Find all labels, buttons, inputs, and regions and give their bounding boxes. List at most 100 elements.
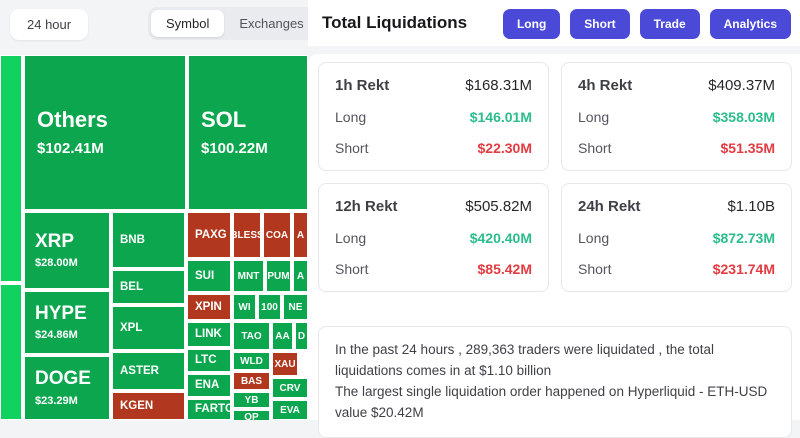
- tab-exchanges[interactable]: Exchanges: [239, 16, 304, 31]
- treemap-cell-pum[interactable]: PUM: [266, 260, 291, 292]
- cell-value: $28.00M: [35, 257, 78, 270]
- treemap-cell-ena[interactable]: ENA: [187, 374, 231, 397]
- treemap-cell-paxg[interactable]: PAXG: [187, 212, 231, 258]
- treemap-cell-edge-top[interactable]: [0, 55, 22, 282]
- cell-value: $102.41M: [37, 140, 104, 158]
- treemap-cell-edge-bottom[interactable]: [0, 284, 22, 420]
- cell-symbol: PUM: [267, 270, 290, 282]
- treemap-cell-sol[interactable]: SOL $100.22M: [188, 55, 308, 210]
- short-value: $51.35M: [720, 140, 775, 156]
- cell-value: $24.86M: [35, 329, 78, 342]
- card-24h-rekt: 24h Rekt $1.10B Long $872.73M Short $231…: [561, 183, 792, 292]
- cell-symbol: A: [296, 270, 305, 282]
- treemap-cell-wld[interactable]: WLD: [233, 352, 270, 370]
- treemap-cell-coa[interactable]: COA: [263, 212, 291, 258]
- treemap-cell-yb[interactable]: YB: [233, 392, 270, 408]
- cell-symbol: XRP: [35, 230, 75, 252]
- treemap-cell-a1[interactable]: A: [293, 212, 308, 258]
- treemap-cell-xpl[interactable]: XPL: [112, 306, 185, 350]
- time-range-selector[interactable]: 24 hour: [10, 9, 89, 40]
- cell-symbol: SOL: [201, 106, 247, 132]
- treemap-cell-op[interactable]: OP: [233, 410, 270, 420]
- treemap-cell-bless[interactable]: BLESS: [233, 212, 261, 258]
- cell-symbol: COA: [265, 229, 289, 241]
- treemap-cell-ne[interactable]: NE: [283, 294, 308, 320]
- cell-symbol: EVA: [280, 404, 300, 416]
- treemap-cell-doge[interactable]: DOGE $23.29M: [24, 356, 110, 420]
- short-button[interactable]: Short: [570, 9, 630, 39]
- treemap-cell-tao[interactable]: TAO: [233, 322, 270, 350]
- cell-value: $23.29M: [35, 394, 78, 407]
- treemap-cell-mnt[interactable]: MNT: [233, 260, 264, 292]
- short-label: Short: [578, 261, 612, 277]
- cell-symbol: 100: [261, 301, 278, 313]
- card-title: 24h Rekt: [578, 198, 641, 215]
- long-button[interactable]: Long: [502, 9, 561, 39]
- treemap-cell-crv[interactable]: CRV: [272, 378, 308, 398]
- cell-symbol: D: [297, 330, 306, 342]
- card-total: $505.82M: [465, 198, 532, 215]
- cell-symbol: ASTER: [120, 364, 159, 377]
- treemap-cell-a2[interactable]: A: [293, 260, 308, 292]
- card-total: $1.10B: [727, 198, 775, 215]
- treemap-cell-xrp[interactable]: XRP $28.00M: [24, 212, 110, 289]
- treemap-cell-xau[interactable]: XAU: [272, 352, 298, 376]
- card-title: 1h Rekt: [335, 77, 390, 94]
- cell-symbol: WLD: [240, 355, 263, 367]
- analytics-button[interactable]: Analytics: [709, 9, 791, 39]
- cell-symbol: FARTCOIN: [195, 403, 230, 416]
- cell-symbol: HYPE: [35, 302, 87, 324]
- liquidation-summary: In the past 24 hours , 289,363 traders w…: [318, 326, 792, 438]
- treemap-cell-aster[interactable]: ASTER: [112, 352, 185, 390]
- cell-symbol: WI: [238, 301, 251, 313]
- card-1h-rekt: 1h Rekt $168.31M Long $146.01M Short $22…: [318, 62, 549, 171]
- treemap: Others $102.41M SOL $100.22M XRP $28.00M HYPE $…: [0, 55, 308, 420]
- rekt-cards: 1h Rekt $168.31M Long $146.01M Short $22…: [318, 62, 792, 292]
- treemap-cell-100[interactable]: 100: [258, 294, 281, 320]
- treemap-cell-ltc[interactable]: LTC: [187, 349, 231, 372]
- cell-symbol: DOGE: [35, 368, 91, 390]
- short-label: Short: [335, 261, 369, 277]
- treemap-cell-bas[interactable]: BAS: [233, 372, 270, 390]
- treemap-cell-hype[interactable]: HYPE $24.86M: [24, 291, 110, 354]
- cell-symbol: TAO: [241, 330, 262, 342]
- treemap-cell-eva[interactable]: EVA: [272, 400, 308, 420]
- short-value: $85.42M: [477, 261, 532, 277]
- cell-symbol: OP: [244, 411, 259, 421]
- cell-value: $100.22M: [201, 140, 268, 158]
- treemap-cell-link[interactable]: LINK: [187, 322, 231, 347]
- long-value: $420.40M: [469, 230, 532, 246]
- long-label: Long: [335, 109, 367, 125]
- long-value: $358.03M: [712, 109, 775, 125]
- card-title: 4h Rekt: [578, 77, 633, 94]
- cell-symbol: YB: [244, 394, 259, 406]
- summary-line-2: The largest single liquidation order hap…: [335, 383, 768, 420]
- cell-symbol: KGEN: [120, 399, 154, 412]
- cell-symbol: SUI: [195, 269, 215, 282]
- tab-symbol[interactable]: Symbol: [151, 10, 225, 37]
- trade-button[interactable]: Trade: [639, 9, 700, 39]
- cell-symbol: BNB: [120, 233, 145, 246]
- cell-symbol: XPIN: [195, 300, 222, 313]
- treemap-cell-sui[interactable]: SUI: [187, 260, 231, 292]
- long-label: Long: [578, 109, 610, 125]
- card-total: $409.37M: [708, 77, 775, 94]
- card-total: $168.31M: [465, 77, 532, 94]
- cell-symbol: MNT: [237, 270, 260, 282]
- cell-symbol: BEL: [120, 280, 143, 293]
- treemap-cell-bel[interactable]: BEL: [112, 270, 185, 304]
- short-value: $22.30M: [477, 140, 532, 156]
- treemap-cell-fartcoin[interactable]: FARTCOIN: [187, 399, 231, 420]
- cell-symbol: BLESS: [234, 229, 260, 241]
- treemap-cell-d[interactable]: D: [295, 322, 308, 350]
- treemap-cell-wi[interactable]: WI: [233, 294, 256, 320]
- treemap-cell-others[interactable]: Others $102.41M: [24, 55, 186, 210]
- page-title: Total Liquidations: [322, 13, 468, 32]
- long-label: Long: [335, 230, 367, 246]
- treemap-cell-kgen[interactable]: KGEN: [112, 392, 185, 420]
- treemap-cell-aa[interactable]: AA: [272, 322, 293, 350]
- treemap-cell-bnb[interactable]: BNB: [112, 212, 185, 268]
- card-12h-rekt: 12h Rekt $505.82M Long $420.40M Short $8…: [318, 183, 549, 292]
- treemap-cell-xpin[interactable]: XPIN: [187, 294, 231, 320]
- short-value: $231.74M: [712, 261, 775, 277]
